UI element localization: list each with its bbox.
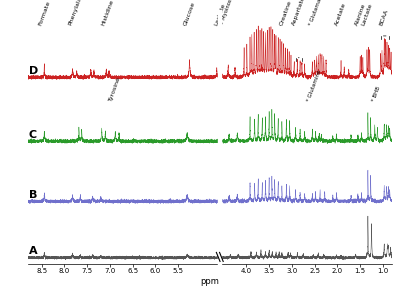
Text: * BHB: * BHB xyxy=(371,86,381,102)
Text: Creatine: Creatine xyxy=(279,0,292,26)
Text: * Glutamine: * Glutamine xyxy=(307,69,323,102)
Text: A: A xyxy=(29,246,38,256)
Text: Acetate: Acetate xyxy=(334,2,348,26)
Text: C: C xyxy=(29,130,37,140)
Text: + Myoinositol: + Myoinositol xyxy=(219,0,236,26)
Text: Alanine: Alanine xyxy=(354,2,366,26)
Text: Tyrosine: Tyrosine xyxy=(108,76,122,102)
Text: Histidine: Histidine xyxy=(100,0,115,26)
Text: B: B xyxy=(29,190,37,200)
Text: D: D xyxy=(29,66,38,76)
Text: BCAA: BCAA xyxy=(379,8,390,26)
Text: Aspartate: Aspartate xyxy=(291,0,306,26)
X-axis label: ppm: ppm xyxy=(200,277,220,286)
Text: Glucose: Glucose xyxy=(183,1,196,26)
Text: * Glutamate: * Glutamate xyxy=(308,0,325,26)
Text: Lactate: Lactate xyxy=(214,2,226,26)
Text: Lactate: Lactate xyxy=(360,2,373,26)
Text: Phenylalanine: Phenylalanine xyxy=(67,0,87,26)
Text: Formate: Formate xyxy=(38,0,51,26)
